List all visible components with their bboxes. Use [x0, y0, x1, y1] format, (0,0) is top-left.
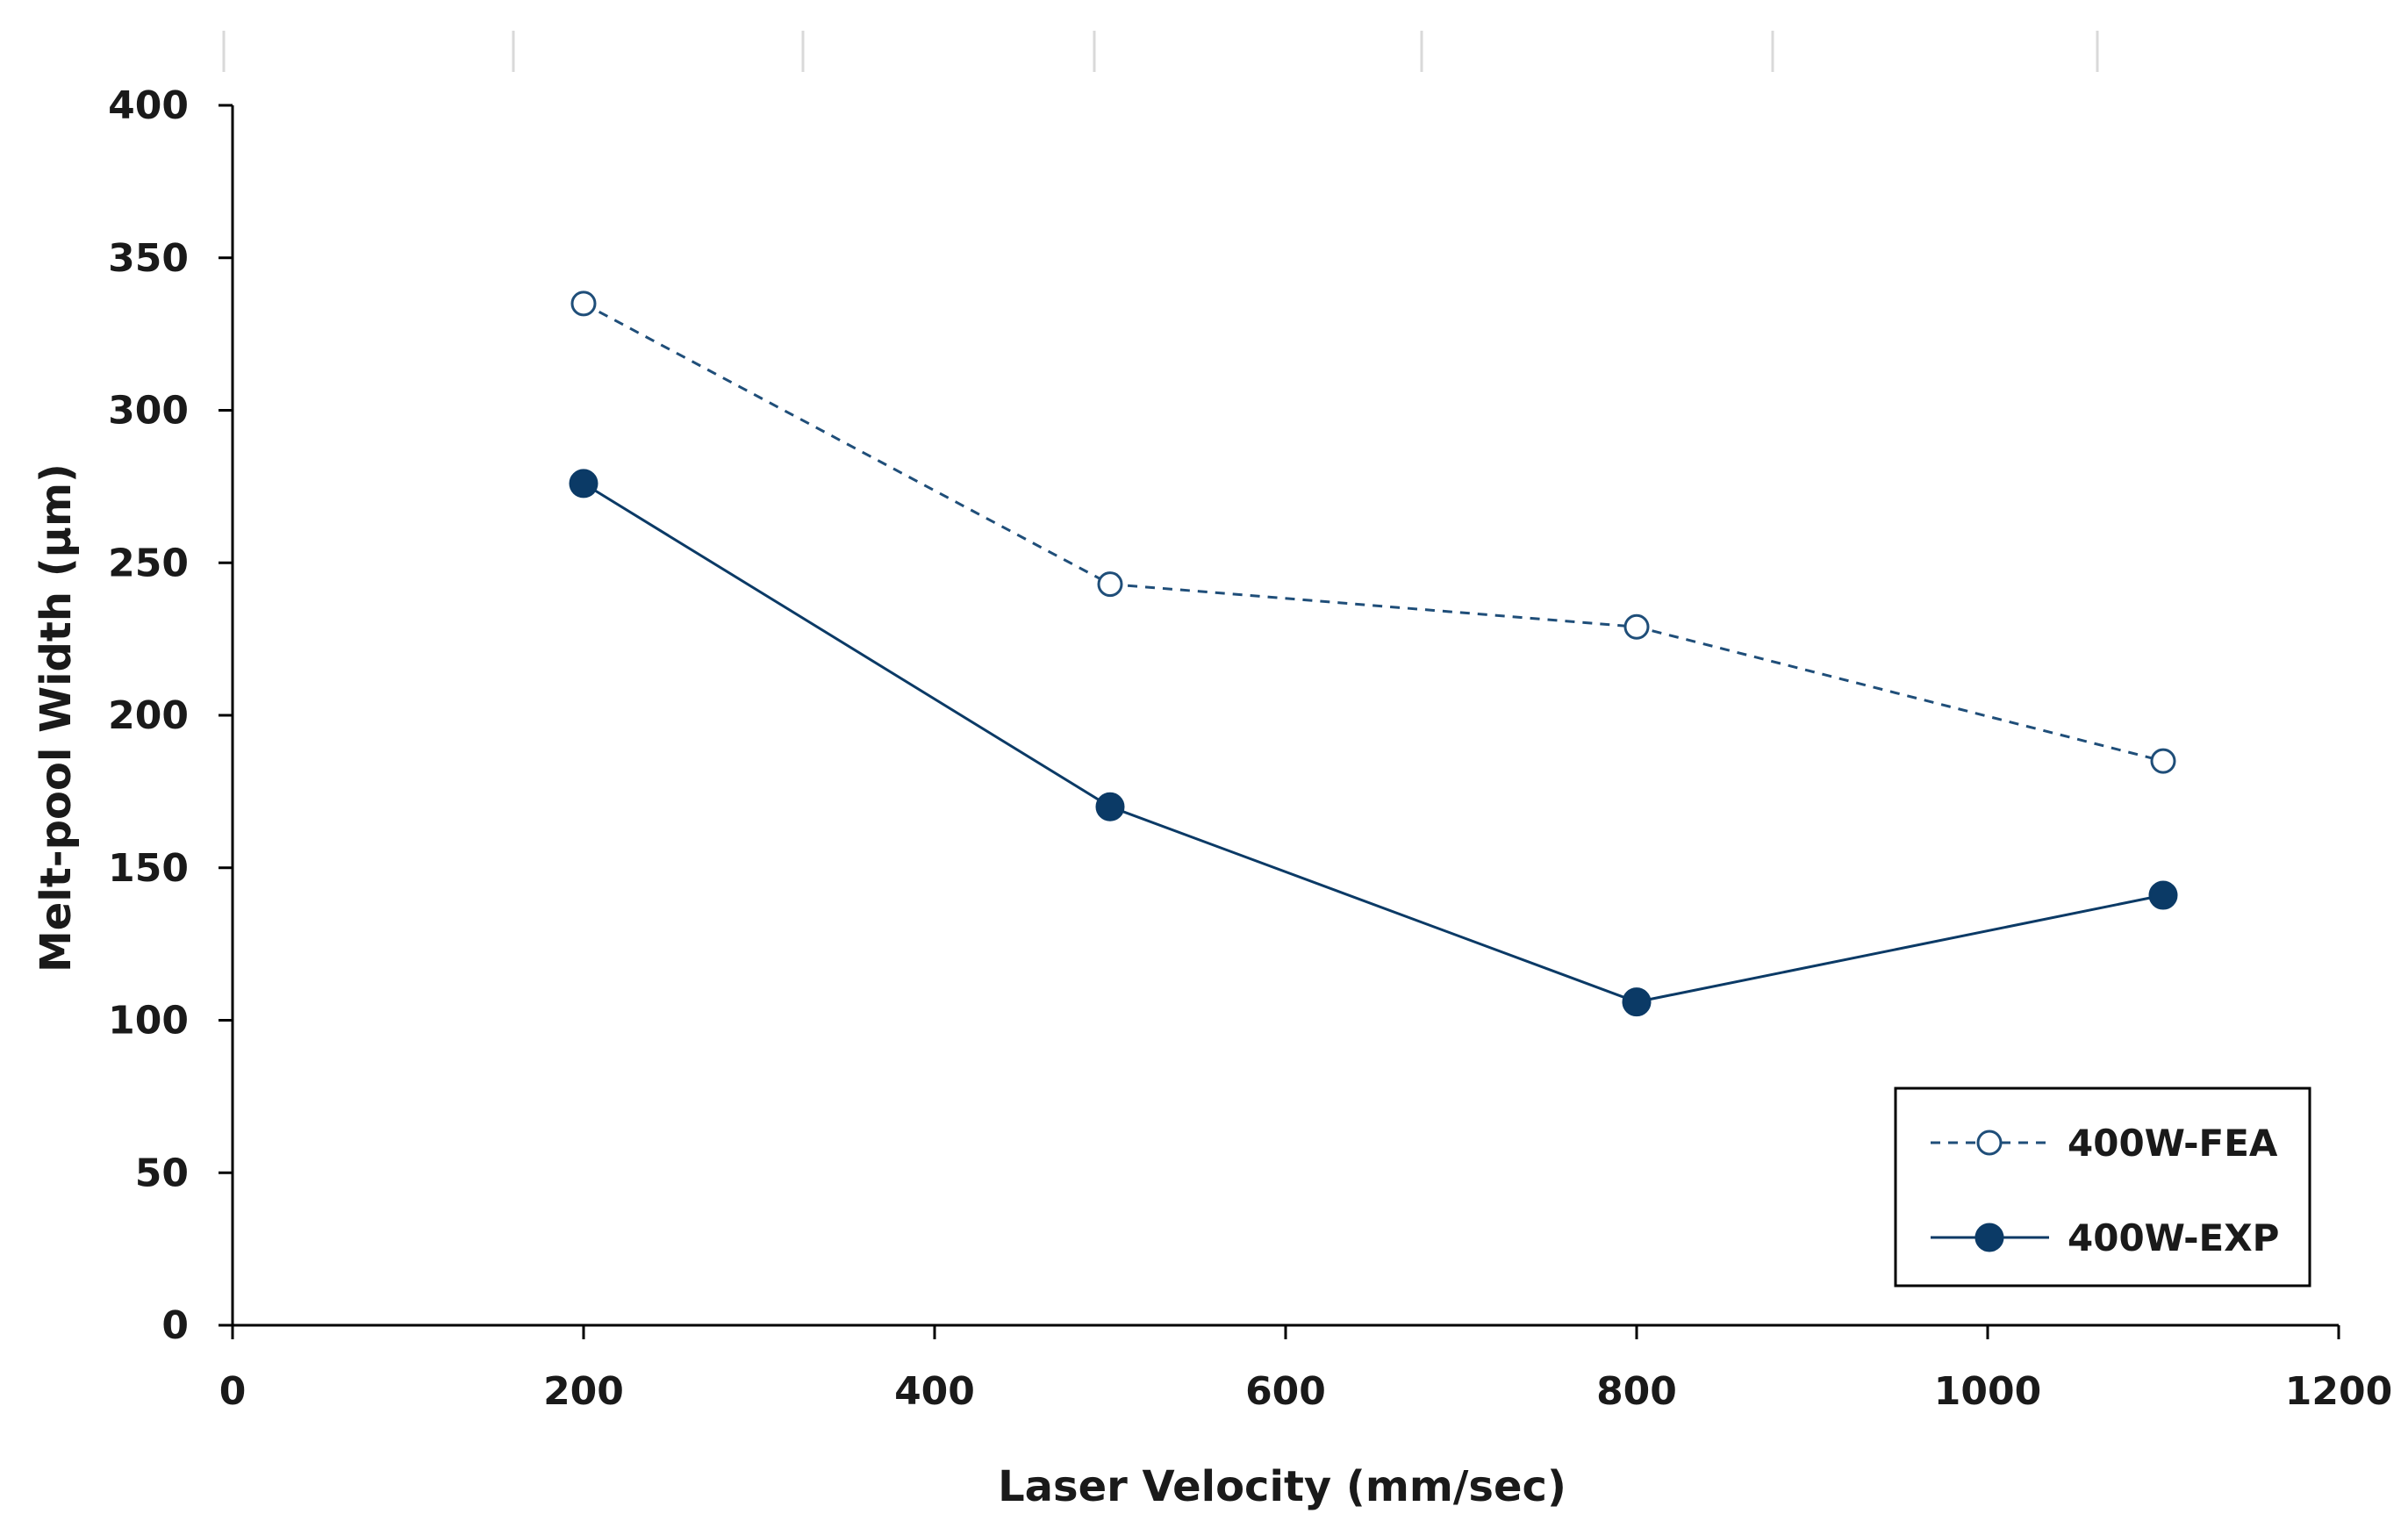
y-tick-label: 0	[161, 1303, 189, 1348]
top-divider-marks	[222, 31, 2099, 72]
x-tick-label: 800	[1596, 1369, 1677, 1414]
series-line	[583, 302, 2164, 763]
y-tick-label: 150	[108, 846, 189, 891]
x-tick-label: 200	[543, 1369, 624, 1414]
x-tick-label: 1000	[1934, 1369, 2041, 1414]
data-point	[569, 469, 598, 499]
x-tick-label: 0	[219, 1369, 247, 1414]
legend-label: 400W-EXP	[2068, 1216, 2279, 1259]
y-tick-label: 250	[108, 541, 189, 585]
y-tick-label: 100	[108, 999, 189, 1044]
series-line	[583, 482, 2164, 1004]
legend-marker	[1976, 1130, 2003, 1156]
series-400W-FEA	[570, 291, 2176, 774]
data-point	[1623, 613, 1650, 640]
y-axis-ticks: 0 50 100 150 200 250 300 350 400	[108, 83, 233, 1348]
legend-item: 400W-EXP	[1931, 1216, 2279, 1259]
series-400W-EXP	[569, 469, 2178, 1017]
legend-item: 400W-FEA	[1931, 1122, 2278, 1165]
data-point	[1097, 571, 1123, 598]
x-axis-ticks: 0 200 400 600 800 1000 1200	[219, 1325, 2392, 1414]
data-point	[2148, 880, 2178, 910]
legend-marker	[1974, 1223, 2004, 1252]
data-point	[1622, 987, 1652, 1017]
x-tick-label: 600	[1245, 1369, 1326, 1414]
legend-box	[1894, 1087, 2311, 1288]
y-tick-label: 50	[135, 1151, 189, 1195]
data-point	[2150, 748, 2176, 774]
data-point	[1095, 792, 1125, 821]
y-axis-title: Melt-pool Width (µm)	[32, 463, 81, 972]
x-tick-label: 1200	[2285, 1369, 2392, 1414]
y-tick-label: 200	[108, 693, 189, 738]
y-tick-label: 400	[108, 83, 189, 128]
legend: 400W-FEA 400W-EXP	[1894, 1087, 2311, 1288]
series-layer	[569, 291, 2178, 1017]
x-axis-title: Laser Velocity (mm/sec)	[998, 1462, 1566, 1511]
y-tick-label: 350	[108, 236, 189, 281]
legend-label: 400W-FEA	[2068, 1122, 2278, 1165]
x-tick-label: 400	[894, 1369, 975, 1414]
data-point	[570, 291, 597, 317]
y-tick-label: 300	[108, 389, 189, 434]
